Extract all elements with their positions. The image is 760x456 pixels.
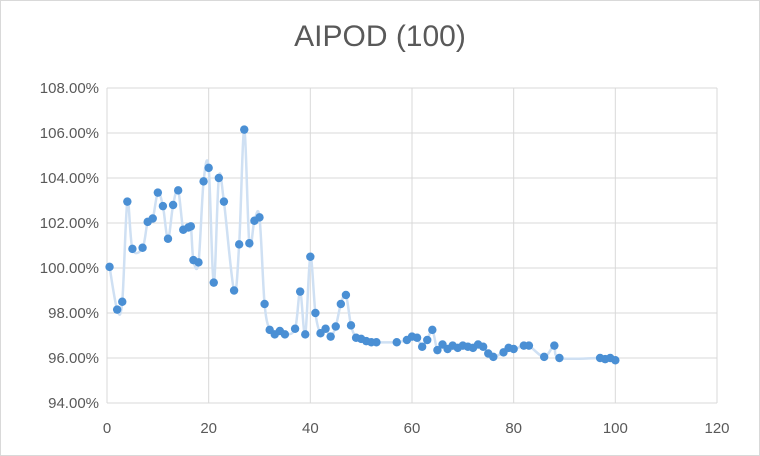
x-tick-label: 40 bbox=[302, 420, 319, 437]
data-point bbox=[412, 333, 422, 342]
data-point bbox=[105, 262, 114, 272]
data-point bbox=[153, 188, 163, 197]
chart-title: AIPOD (100) bbox=[294, 20, 466, 53]
data-point bbox=[524, 341, 534, 350]
data-point bbox=[326, 332, 335, 341]
data-point bbox=[280, 330, 290, 339]
y-tick-label: 94.00% bbox=[48, 395, 99, 412]
data-point bbox=[428, 325, 437, 335]
data-point bbox=[295, 287, 305, 296]
data-point bbox=[336, 299, 346, 309]
y-tick-label: 108.00% bbox=[40, 80, 99, 97]
data-point bbox=[194, 258, 203, 267]
data-point bbox=[112, 305, 122, 314]
data-point bbox=[234, 240, 244, 249]
data-point bbox=[209, 278, 218, 287]
data-point bbox=[509, 344, 518, 354]
data-point bbox=[311, 308, 320, 318]
data-point bbox=[489, 352, 498, 362]
data-point bbox=[306, 252, 315, 261]
data-point bbox=[321, 324, 330, 333]
data-point bbox=[138, 243, 147, 252]
y-tick-label: 96.00% bbox=[48, 350, 99, 367]
data-point bbox=[148, 214, 157, 223]
data-point bbox=[219, 197, 229, 206]
data-point bbox=[555, 353, 564, 363]
data-point bbox=[158, 201, 168, 211]
data-point bbox=[118, 297, 127, 306]
y-tick-label: 100.00% bbox=[40, 260, 99, 277]
data-point bbox=[417, 342, 427, 351]
data-point bbox=[260, 299, 269, 309]
data-point bbox=[214, 173, 224, 183]
data-point bbox=[372, 338, 381, 347]
x-tick-label: 120 bbox=[704, 420, 729, 437]
data-point bbox=[301, 330, 310, 339]
data-point bbox=[341, 290, 351, 300]
y-tick-label: 102.00% bbox=[40, 215, 99, 232]
x-tick-label: 20 bbox=[200, 420, 217, 437]
data-point bbox=[290, 324, 300, 333]
data-point bbox=[245, 239, 254, 248]
y-tick-label: 98.00% bbox=[48, 305, 99, 322]
y-tick-label: 106.00% bbox=[40, 125, 99, 142]
data-point bbox=[168, 200, 178, 210]
data-point bbox=[331, 322, 340, 331]
data-point bbox=[186, 222, 196, 231]
data-point bbox=[433, 345, 442, 355]
x-tick-label: 0 bbox=[103, 420, 111, 437]
data-point bbox=[123, 197, 132, 206]
data-point bbox=[539, 352, 549, 362]
series-line bbox=[108, 128, 616, 362]
data-point bbox=[173, 186, 183, 195]
data-point bbox=[611, 356, 620, 365]
x-tick-label: 60 bbox=[404, 420, 421, 437]
data-point bbox=[423, 335, 432, 345]
y-tick-label: 104.00% bbox=[40, 170, 99, 187]
data-point bbox=[163, 234, 173, 243]
data-point bbox=[550, 341, 559, 350]
x-tick-label: 80 bbox=[505, 420, 522, 437]
data-point bbox=[478, 342, 488, 351]
x-tick-label: 100 bbox=[603, 420, 628, 437]
data-point bbox=[199, 177, 208, 186]
data-point bbox=[255, 213, 264, 222]
data-point bbox=[240, 125, 249, 134]
data-point bbox=[392, 338, 401, 347]
data-point bbox=[128, 244, 137, 254]
data-point bbox=[229, 286, 239, 295]
data-point bbox=[204, 163, 213, 173]
data-point bbox=[346, 321, 356, 330]
